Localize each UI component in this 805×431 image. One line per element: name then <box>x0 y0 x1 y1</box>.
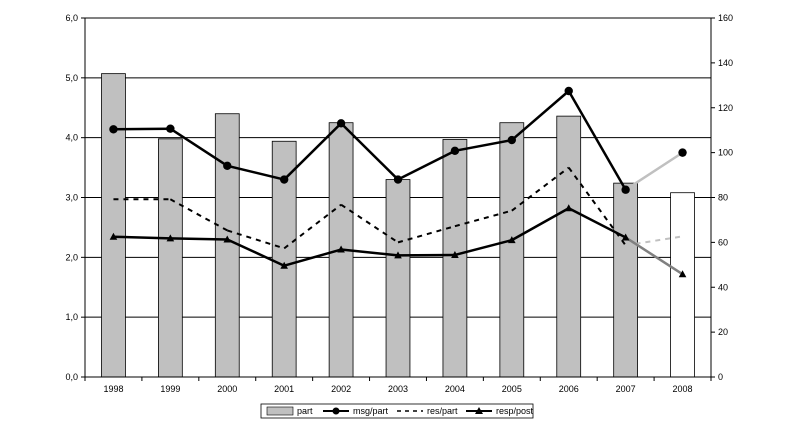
line-segment-msg-part <box>339 122 400 181</box>
line-segment-res-part <box>169 198 228 232</box>
y-left-tick-label: 3,0 <box>65 193 78 203</box>
bar-2004 <box>442 139 468 378</box>
line-segment-resp-post <box>112 235 172 240</box>
line-segment-msg-part <box>453 138 514 153</box>
point-resp-post-2001 <box>280 261 288 269</box>
y-right-tick-label: 0 <box>718 372 723 382</box>
point-msg-part-2005 <box>507 135 517 145</box>
y-right-tick-label: 40 <box>718 282 728 292</box>
x-tick-label: 2006 <box>559 384 579 394</box>
point-resp-post-1998 <box>109 232 118 240</box>
x-tick-label: 2004 <box>445 384 465 394</box>
bar-2007 <box>613 182 638 378</box>
point-msg-part-2003 <box>393 175 403 184</box>
point-resp-post-2004 <box>451 250 459 258</box>
y-right-tick-label: 80 <box>718 193 728 203</box>
legend-part-swatch <box>266 406 294 416</box>
point-msg-part-2008 <box>678 148 687 157</box>
legend-msg-part-label: msg/part <box>353 406 389 416</box>
point-resp-post-2002 <box>337 245 345 253</box>
point-resp-post-2006 <box>564 204 573 212</box>
legend-resp-post-label: resp/post <box>496 406 534 416</box>
bar-1998 <box>101 73 126 378</box>
point-msg-part-2001 <box>279 175 289 184</box>
x-tick-label: 1999 <box>160 384 180 394</box>
line-segment-resp-post <box>624 236 684 276</box>
line-segment-resp-post <box>339 248 400 257</box>
x-tick-label: 2000 <box>217 384 237 394</box>
bar-2006 <box>556 115 582 378</box>
y-left-tick-label: 0,0 <box>65 372 78 382</box>
point-msg-part-1998 <box>109 125 118 134</box>
y-left-tick-label: 4,0 <box>65 133 78 143</box>
line-segment-resp-post <box>169 237 229 241</box>
line-segment-msg-part <box>112 127 172 131</box>
point-resp-post-2003 <box>394 251 402 259</box>
y-right-tick-label: 20 <box>718 327 728 337</box>
point-resp-post-1999 <box>166 234 175 242</box>
point-msg-part-2002 <box>336 119 346 128</box>
line-segment-resp-post <box>567 207 627 239</box>
y-right-tick-label: 100 <box>718 148 733 158</box>
point-resp-post-2008 <box>678 270 687 278</box>
legend-res-part-label: res/part <box>427 406 458 416</box>
line-segment-resp-post <box>453 238 514 257</box>
line-segment-msg-part <box>510 89 570 142</box>
bar-2008 <box>670 192 695 378</box>
line-segment-resp-post <box>510 207 570 242</box>
point-resp-post-2000 <box>223 235 232 243</box>
x-tick-label: 2008 <box>673 384 693 394</box>
line-segment-msg-part <box>226 164 286 181</box>
y-left-tick-label: 2,0 <box>65 252 78 262</box>
line-segment-msg-part <box>624 151 684 191</box>
line-segment-resp-post <box>282 248 343 267</box>
bar-2000 <box>214 113 240 378</box>
x-tick-label: 2003 <box>388 384 408 394</box>
y-right-tick-label: 160 <box>718 13 733 23</box>
point-msg-part-2006 <box>564 86 573 96</box>
bar-2005 <box>499 122 525 378</box>
bar-1999 <box>158 138 183 378</box>
point-msg-part-2004 <box>450 146 460 156</box>
line-segment-msg-part <box>396 149 457 181</box>
y-left-tick-label: 1,0 <box>65 312 78 322</box>
point-msg-part-1999 <box>166 124 175 133</box>
line-segment-res-part <box>340 203 399 244</box>
line-segment-res-part <box>511 166 570 212</box>
line-segment-msg-part <box>169 127 229 168</box>
point-resp-post-2007 <box>621 233 630 241</box>
y-right-tick-label: 60 <box>718 237 728 247</box>
x-tick-label: 2007 <box>616 384 636 394</box>
bar-2003 <box>385 179 411 378</box>
line-segment-resp-post <box>226 238 286 267</box>
point-msg-part-2000 <box>223 161 232 170</box>
y-right-tick-label: 140 <box>718 58 733 68</box>
x-tick-label: 2002 <box>331 384 351 394</box>
legend-resp-post-marker <box>475 407 483 414</box>
legend-part-label: part <box>297 406 313 416</box>
line-segment-res-part <box>283 203 342 250</box>
point-resp-post-2005 <box>508 236 516 244</box>
y-left-tick-label: 6,0 <box>65 13 78 23</box>
x-tick-label: 2005 <box>502 384 522 394</box>
y-left-tick-label: 5,0 <box>65 73 78 83</box>
x-tick-label: 2001 <box>274 384 294 394</box>
y-right-tick-label: 120 <box>718 103 733 113</box>
line-segment-msg-part <box>567 89 627 191</box>
point-msg-part-2007 <box>621 185 630 194</box>
x-tick-label: 1998 <box>103 384 123 394</box>
legend-msg-part-marker <box>332 407 340 415</box>
line-segment-msg-part <box>282 122 343 181</box>
